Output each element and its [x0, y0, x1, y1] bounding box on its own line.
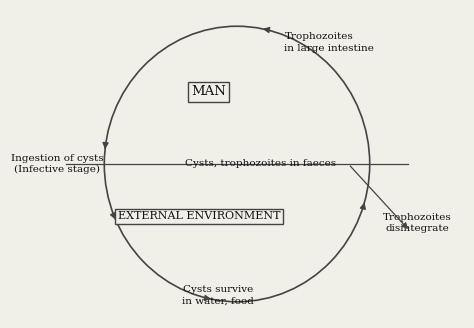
- Text: Ingestion of cysts
(Infective stage): Ingestion of cysts (Infective stage): [10, 154, 103, 174]
- Text: Trophozoites
in large intestine: Trophozoites in large intestine: [284, 32, 374, 53]
- Text: Cysts, trophozoites in faeces: Cysts, trophozoites in faeces: [185, 159, 336, 169]
- Text: EXTERNAL ENVIRONMENT: EXTERNAL ENVIRONMENT: [118, 212, 280, 221]
- Text: MAN: MAN: [191, 85, 226, 98]
- Text: Cysts survive
in water, food: Cysts survive in water, food: [182, 285, 254, 305]
- Text: Trophozoites
disintegrate: Trophozoites disintegrate: [383, 213, 452, 233]
